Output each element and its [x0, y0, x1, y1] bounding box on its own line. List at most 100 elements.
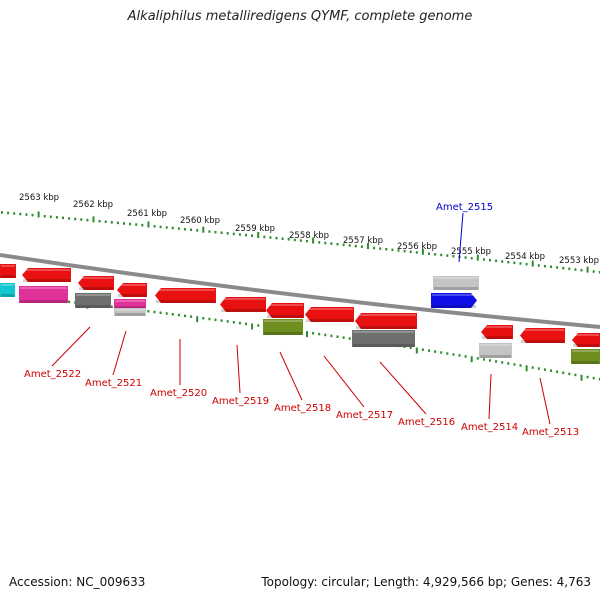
major-tick [37, 211, 40, 218]
major-tick [476, 254, 479, 261]
scale-label: 2561 kbp [127, 209, 167, 219]
label-leader-line [539, 377, 551, 425]
minor-tick [598, 270, 600, 274]
minor-tick [513, 363, 516, 366]
minor-tick [403, 249, 406, 253]
scale-label: 2555 kbp [451, 247, 491, 257]
gene-feature [117, 283, 147, 297]
accession-text: Accession: NC_009633 [9, 575, 146, 589]
gene-feature [305, 307, 354, 322]
minor-tick [190, 228, 193, 232]
minor-tick [495, 360, 498, 363]
minor-tick [226, 320, 229, 323]
gene-feature [479, 343, 512, 358]
minor-tick [470, 256, 473, 260]
major-tick [196, 316, 199, 323]
minor-tick [123, 222, 125, 225]
minor-tick [482, 258, 485, 261]
minor-tick [190, 315, 193, 318]
minor-tick [177, 313, 180, 317]
minor-tick [104, 220, 107, 224]
gene-label: Amet_2514 [461, 422, 518, 433]
minor-tick [214, 318, 217, 322]
major-tick [421, 248, 424, 255]
major-tick [306, 331, 308, 338]
minor-tick [7, 211, 10, 215]
minor-tick [537, 264, 540, 267]
gene-feature [520, 328, 565, 343]
minor-tick [586, 375, 589, 379]
minor-tick [397, 249, 400, 252]
minor-tick [434, 253, 437, 256]
map-title: Alkaliphilus metalliredigens QYMF, compl… [127, 9, 473, 24]
minor-tick [13, 212, 16, 215]
minor-tick [208, 230, 211, 233]
minor-tick [373, 246, 376, 250]
minor-tick [98, 219, 101, 223]
minor-tick [421, 348, 424, 351]
minor-tick [446, 352, 449, 355]
minor-tick [342, 336, 345, 339]
minor-tick [550, 369, 552, 372]
minor-tick [165, 226, 168, 229]
gene-feature [19, 286, 68, 303]
minor-tick [74, 217, 77, 221]
minor-tick [245, 233, 247, 237]
minor-tick [391, 248, 394, 252]
minor-tick [543, 368, 546, 371]
major-tick [586, 266, 589, 273]
minor-tick [440, 253, 443, 257]
minor-tick [68, 217, 71, 220]
gene-feature [263, 319, 303, 335]
minor-tick [171, 226, 174, 230]
minor-tick [434, 350, 437, 353]
minor-tick [220, 231, 223, 234]
gene-feature [220, 297, 266, 312]
label-leader-line [51, 326, 91, 367]
scale-label: 2556 kbp [397, 242, 437, 252]
minor-tick [464, 355, 467, 358]
minor-tick [348, 244, 351, 247]
minor-tick [452, 353, 455, 356]
minor-tick [543, 264, 546, 268]
minor-tick [165, 312, 168, 315]
minor-tick [263, 235, 266, 239]
minor-tick [568, 372, 571, 376]
genome-backbone [0, 253, 600, 329]
scale-label: 2553 kbp [559, 256, 599, 266]
minor-tick [482, 358, 485, 361]
minor-tick [336, 242, 339, 246]
label-leader-line [112, 330, 127, 376]
scale-label: 2563 kbp [19, 193, 59, 203]
minor-tick [281, 237, 284, 240]
minor-tick [476, 357, 479, 360]
gene-feature [78, 276, 114, 290]
minor-tick [55, 216, 58, 219]
minor-tick [513, 261, 516, 265]
gene-feature [114, 308, 146, 316]
scale-label: 2554 kbp [505, 252, 545, 262]
minor-tick [501, 260, 504, 263]
minor-tick [464, 256, 467, 259]
scale-label: 2562 kbp [73, 200, 113, 210]
major-tick [525, 365, 528, 372]
minor-tick [507, 362, 510, 365]
minor-tick [592, 376, 595, 380]
minor-tick [519, 364, 522, 367]
label-leader-line [236, 344, 241, 394]
minor-tick [306, 239, 308, 243]
minor-tick [129, 222, 132, 226]
gene-label: Amet_2518 [274, 403, 331, 414]
minor-tick [293, 238, 296, 242]
major-tick [202, 226, 205, 233]
minor-tick [580, 268, 583, 272]
minor-tick [287, 238, 290, 241]
minor-tick [360, 245, 363, 248]
minor-tick [43, 214, 46, 218]
minor-tick [116, 221, 119, 225]
minor-tick [318, 241, 321, 244]
gene-feature [355, 313, 417, 329]
minor-tick [318, 332, 321, 336]
minor-tick [379, 247, 382, 250]
